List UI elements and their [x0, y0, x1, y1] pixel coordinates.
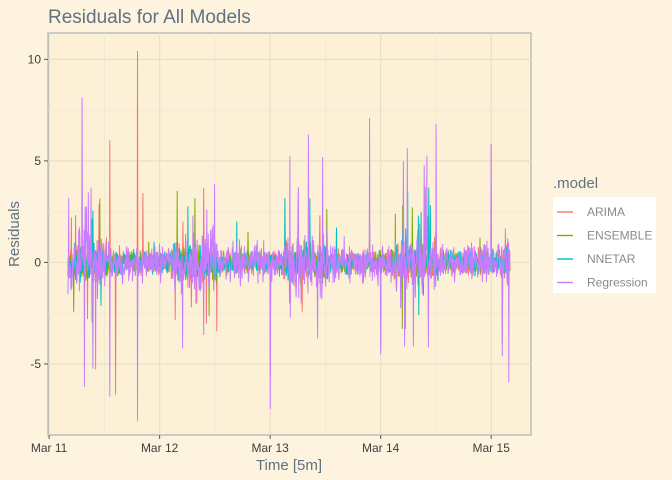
- legend-label: ENSEMBLE: [587, 229, 652, 243]
- legend-label: ARIMA: [587, 205, 625, 219]
- y-tick-label: 10: [28, 52, 42, 66]
- y-tick-label: -5: [30, 357, 41, 371]
- y-tick-label: 5: [34, 154, 41, 168]
- x-tick-label: Mar 13: [251, 441, 289, 455]
- legend: .model ARIMA ENSEMBLE NNETAR Regression: [553, 175, 656, 293]
- x-axis-title: Time [5m]: [256, 457, 322, 474]
- legend-label: NNETAR: [587, 252, 636, 266]
- x-tick-label: Mar 14: [362, 441, 400, 455]
- x-tick-label: Mar 12: [141, 441, 179, 455]
- y-axis-ticks: -5 0 5 10: [28, 52, 48, 371]
- y-tick-label: 0: [34, 255, 41, 269]
- series-line-regression: [67, 97, 511, 422]
- series-layer: [67, 50, 511, 422]
- legend-title: .model: [553, 175, 598, 192]
- grid-minor: [48, 33, 531, 435]
- y-axis-title: Residuals: [6, 201, 23, 267]
- x-tick-label: Mar 15: [473, 441, 511, 455]
- chart-title: Residuals for All Models: [48, 7, 251, 28]
- x-tick-label: Mar 11: [31, 441, 68, 455]
- x-axis-ticks: Mar 11 Mar 12 Mar 13 Mar 14 Mar 15: [31, 435, 510, 455]
- legend-label: Regression: [587, 276, 648, 290]
